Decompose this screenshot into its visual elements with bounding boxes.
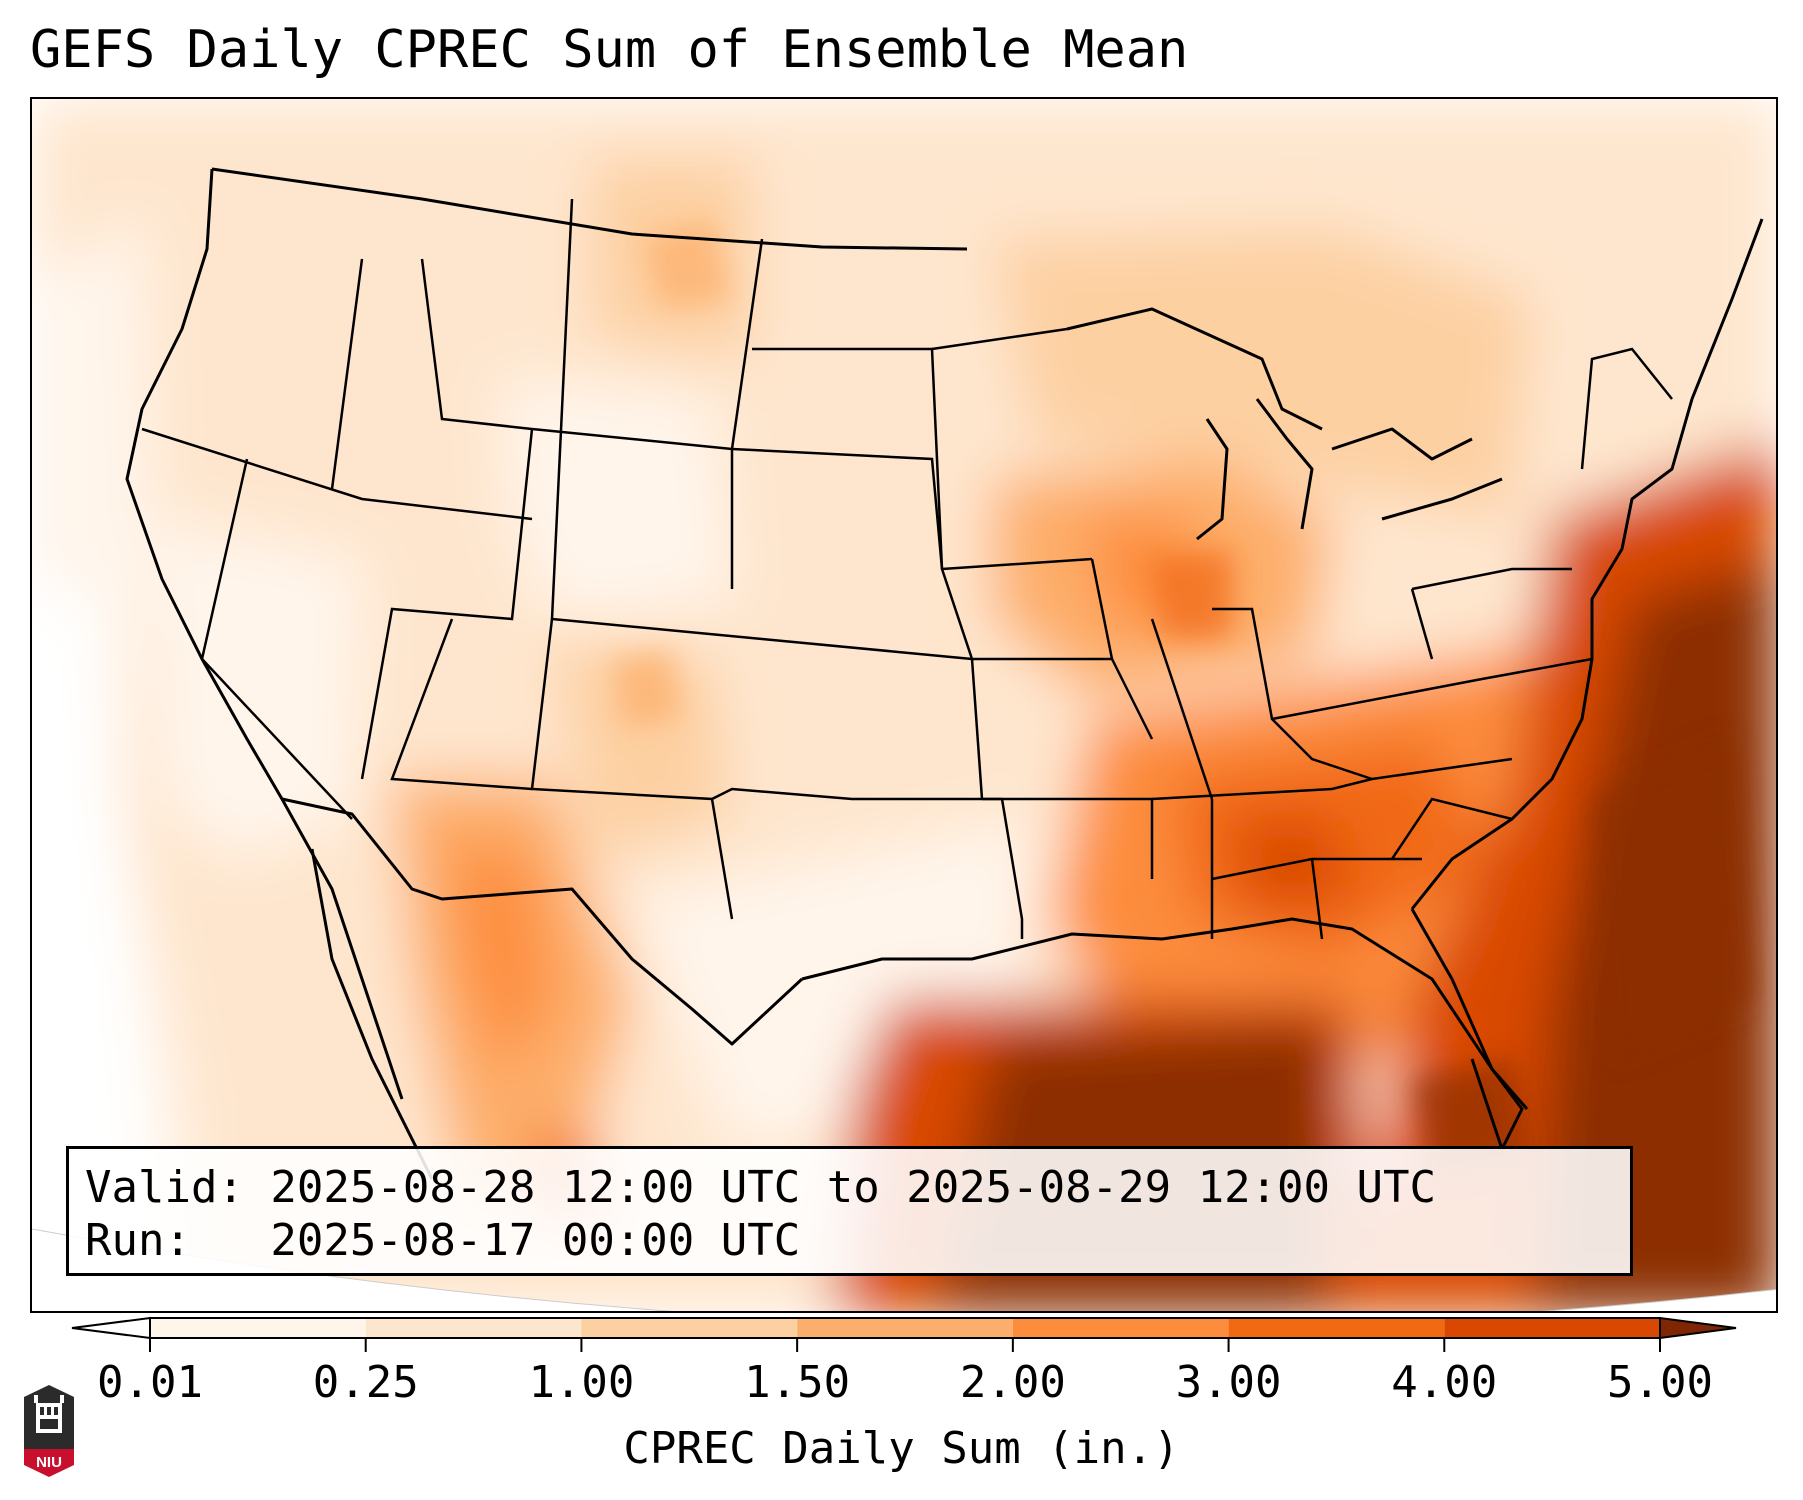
colorbar <box>71 1316 1737 1352</box>
colorbar-tick-label: 1.50 <box>744 1357 851 1408</box>
state-lines <box>141 198 1673 940</box>
colorbar-tick-label: 4.00 <box>1391 1357 1498 1408</box>
map-title: GEFS Daily CPREC Sum of Ensemble Mean <box>30 20 1189 80</box>
colorbar-segment <box>797 1318 1013 1338</box>
colorbar-segment <box>1012 1318 1229 1338</box>
colorbar-tick-label: 2.00 <box>959 1357 1066 1408</box>
valid-time-text: Valid: 2025-08-28 12:00 UTC to 2025-08-2… <box>85 1162 1437 1213</box>
colorbar-segment <box>581 1318 798 1338</box>
colorbar-segments <box>71 1316 1737 1340</box>
precipitation-map <box>30 97 1778 1313</box>
colorbar-over-extension <box>1659 1316 1737 1340</box>
colorbar-tick-label: 3.00 <box>1175 1357 1282 1408</box>
colorbar-tick-label: 0.01 <box>97 1357 203 1408</box>
precip-detail <box>612 219 1752 1179</box>
projection-edge <box>32 1229 1776 1311</box>
colorbar-label: CPREC Daily Sum (in.) <box>623 1423 1180 1474</box>
colorbar-tick-label: 5.00 <box>1607 1357 1713 1408</box>
colorbar-segment <box>365 1318 582 1338</box>
colorbar-under-extension <box>71 1316 151 1340</box>
valid-run-info-box: Valid: 2025-08-28 12:00 UTC to 2025-08-2… <box>66 1146 1633 1276</box>
run-time-text: Run: 2025-08-17 00:00 UTC <box>85 1215 801 1266</box>
colorbar-segment <box>150 1318 366 1338</box>
colorbar-tick-label: 0.25 <box>312 1357 419 1408</box>
colorbar-ticks <box>149 1338 1661 1352</box>
colorbar-segment <box>1228 1318 1445 1338</box>
colorbar-segment <box>1444 1318 1660 1338</box>
colorbar-tick-label: 1.00 <box>528 1357 635 1408</box>
boundaries <box>125 167 1764 1180</box>
niu-logo-text: NIU <box>36 1454 62 1471</box>
niu-logo: NIU <box>24 1385 74 1477</box>
colorbar-outline <box>149 1317 1661 1339</box>
